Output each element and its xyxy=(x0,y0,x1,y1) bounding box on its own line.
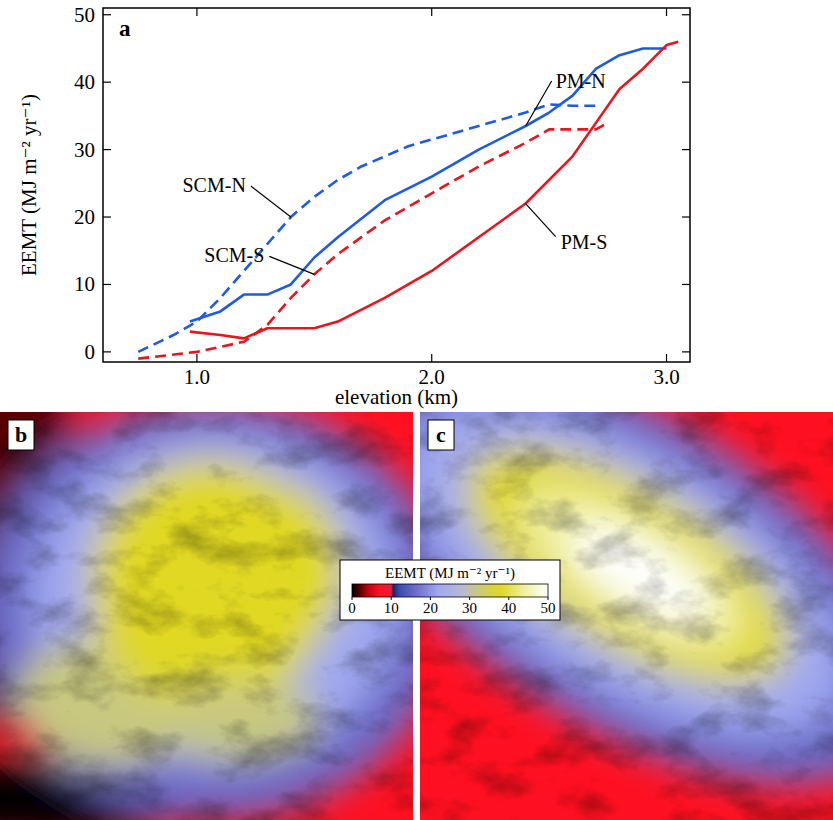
y-tick xyxy=(682,351,690,352)
y-tick xyxy=(682,14,690,15)
y-tick xyxy=(103,284,111,285)
colorbar-tick-label: 40 xyxy=(501,600,516,616)
y-tick xyxy=(682,82,690,83)
x-tick xyxy=(431,354,432,362)
panel-a: 010203040501.02.03.0elevation (km)EEMT (… xyxy=(17,3,690,409)
lines xyxy=(138,42,678,359)
y-tick xyxy=(682,149,690,150)
map-zone xyxy=(420,412,833,820)
plot-frame xyxy=(103,8,690,362)
panel-letter-box xyxy=(8,420,34,450)
map-field xyxy=(420,412,833,820)
colorbar-tick-label: 10 xyxy=(384,600,399,616)
map-raster xyxy=(420,412,833,820)
colorbar-tick-label: 0 xyxy=(348,600,356,616)
figure: 010203040501.02.03.0elevation (km)EEMT (… xyxy=(0,0,833,820)
x-tick xyxy=(666,354,667,362)
y-tick xyxy=(682,216,690,217)
colorbar-box xyxy=(340,560,560,620)
colorbar-title: EEMT (MJ m⁻² yr⁻¹) xyxy=(385,565,515,582)
map-panel-c: c xyxy=(271,269,833,820)
y-tick xyxy=(103,82,111,83)
y-tick-label: 0 xyxy=(85,340,96,364)
y-tick-label: 10 xyxy=(74,272,95,296)
y-tick-label: 50 xyxy=(74,3,95,27)
y-tick-label: 20 xyxy=(74,205,95,229)
colorbar-tick-label: 20 xyxy=(423,600,438,616)
y-tick-label: 30 xyxy=(74,138,95,162)
y-tick xyxy=(682,284,690,285)
series-label: SCM-S xyxy=(204,244,264,266)
x-tick-label: 1.0 xyxy=(184,365,210,389)
x-tick xyxy=(666,8,667,16)
x-tick xyxy=(196,354,197,362)
series-label: PM-N xyxy=(556,70,606,92)
colorbar: EEMT (MJ m⁻² yr⁻¹) 0 10 20 30 40 50 xyxy=(340,560,560,620)
series-label: PM-S xyxy=(561,231,608,253)
series-line xyxy=(190,42,678,339)
x-axis-title: elevation (km) xyxy=(335,385,458,409)
panel-letter: a xyxy=(119,16,131,41)
y-tick xyxy=(103,216,111,217)
y-tick xyxy=(103,351,111,352)
series-line xyxy=(190,48,667,321)
colorbar-tick-label: 50 xyxy=(541,600,556,616)
x-tick-label: 3.0 xyxy=(653,365,679,389)
x-tick xyxy=(431,8,432,16)
leader-line xyxy=(269,256,314,274)
y-tick xyxy=(103,149,111,150)
map-panel-b: b xyxy=(0,210,450,820)
colorbar-tick-label: 30 xyxy=(462,600,477,616)
y-tick xyxy=(103,14,111,15)
leader-line xyxy=(251,186,291,217)
colorbar-bar xyxy=(352,584,548,597)
series-line xyxy=(138,123,608,359)
panel-letter-box xyxy=(428,420,454,450)
y-tick-label: 40 xyxy=(74,70,95,94)
leader-line xyxy=(526,204,556,237)
x-tick xyxy=(196,8,197,16)
panel-letter: b xyxy=(15,422,27,447)
leader-line xyxy=(526,81,552,126)
panel-letter: c xyxy=(436,422,446,447)
series-label: SCM-N xyxy=(182,174,245,196)
y-axis-title: EEMT (MJ m⁻² yr⁻¹) xyxy=(17,94,41,276)
